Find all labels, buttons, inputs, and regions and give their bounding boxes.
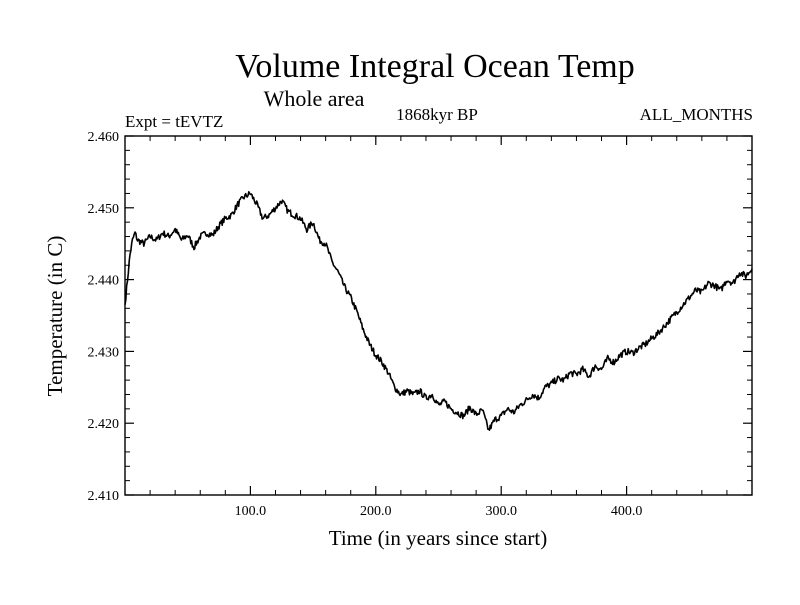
x-tick-label: 400.0 (611, 504, 643, 519)
y-tick-label: 2.460 (88, 130, 120, 145)
y-tick-label: 2.410 (88, 489, 120, 504)
y-tick-label: 2.440 (88, 274, 120, 289)
y-tick-label: 2.450 (88, 202, 120, 217)
plot-frame (124, 135, 753, 496)
months-label: ALL_MONTHS (640, 105, 753, 124)
x-tick-label: 300.0 (485, 504, 517, 519)
y-axis-title: Temperature (in C) (43, 236, 67, 397)
y-tick-label: 2.430 (88, 345, 120, 360)
axis-ticks: 2.410 2.420 2.430 2.440 2.450 2.460 100.0 200.0… (88, 130, 752, 519)
y-tick-label: 2.420 (88, 417, 120, 432)
x-tick-label: 100.0 (235, 504, 267, 519)
series-line (124, 191, 753, 431)
x-tick-label: 200.0 (360, 504, 392, 519)
chart-title: Volume Integral Ocean Temp (235, 48, 635, 85)
x-axis-title: Time (in years since start) (329, 526, 548, 550)
chart-subtitle: Whole area (264, 86, 365, 111)
time-period-label: 1868kyr BP (396, 105, 478, 124)
experiment-label: Expt = tEVTZ (125, 112, 223, 131)
series-layer (124, 191, 753, 431)
